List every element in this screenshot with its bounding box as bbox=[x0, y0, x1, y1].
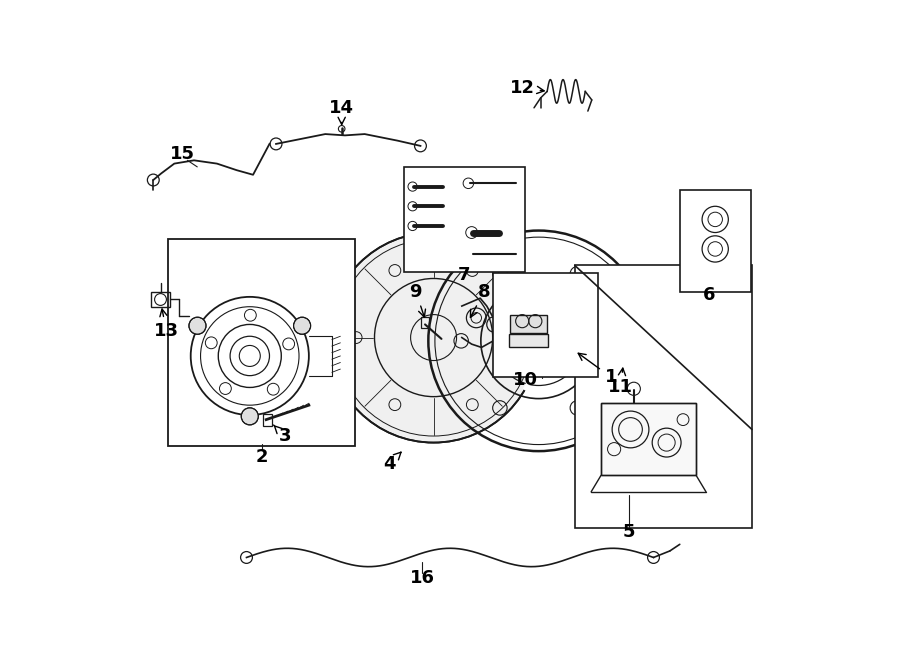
Bar bbox=[404, 167, 526, 272]
Bar bbox=[263, 414, 272, 426]
Circle shape bbox=[189, 317, 206, 334]
Text: 16: 16 bbox=[410, 569, 435, 587]
Text: 15: 15 bbox=[170, 145, 194, 163]
Text: 7: 7 bbox=[458, 265, 471, 283]
Text: 5: 5 bbox=[623, 523, 635, 541]
Text: 12: 12 bbox=[509, 79, 544, 97]
Circle shape bbox=[328, 232, 538, 443]
Bar bbox=[509, 334, 548, 348]
Text: 8: 8 bbox=[471, 283, 491, 317]
Circle shape bbox=[241, 408, 258, 425]
Text: 10: 10 bbox=[513, 371, 538, 389]
Bar bbox=[601, 403, 697, 475]
Text: 4: 4 bbox=[383, 452, 401, 473]
Text: 9: 9 bbox=[410, 283, 426, 317]
Bar bbox=[167, 239, 355, 446]
Bar bbox=[151, 292, 170, 307]
Circle shape bbox=[293, 317, 310, 334]
Bar bbox=[421, 317, 429, 328]
Text: 6: 6 bbox=[703, 286, 716, 304]
Text: 14: 14 bbox=[329, 99, 355, 124]
Text: 11: 11 bbox=[608, 368, 634, 396]
Bar bbox=[601, 403, 697, 475]
Text: 1: 1 bbox=[578, 354, 617, 386]
Bar bbox=[510, 314, 547, 333]
Text: 13: 13 bbox=[154, 309, 179, 340]
Text: 2: 2 bbox=[256, 448, 268, 466]
Polygon shape bbox=[575, 265, 752, 528]
Bar bbox=[492, 273, 598, 377]
Text: 3: 3 bbox=[274, 425, 291, 445]
Bar bbox=[680, 190, 751, 292]
